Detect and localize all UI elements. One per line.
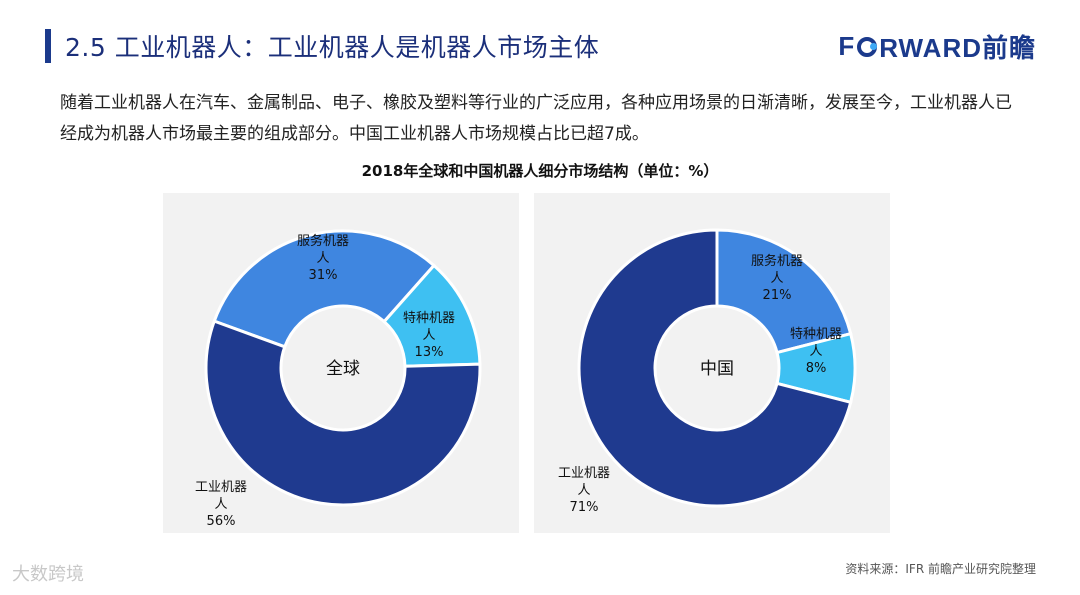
slice-label-special: 特种机器人 8%	[790, 327, 842, 376]
china-donut-chart: 服务机器人 21% 特种机器人 8% 工业机器人 71% 中国	[558, 228, 857, 515]
donut-slice-service	[715, 228, 853, 355]
chart-title: 2018年全球和中国机器人细分市场结构（单位：%）	[361, 162, 719, 180]
china-chart-panel: 服务机器人 21% 特种机器人 8% 工业机器人 71% 中国	[534, 193, 890, 533]
source-note: 资料来源：IFR 前瞻产业研究院整理	[845, 562, 1036, 576]
slice-label-service: 服务机器人 21%	[751, 253, 803, 303]
slice-label-industrial: 工业机器人 56%	[195, 480, 247, 529]
logo-o-icon	[857, 37, 878, 57]
slice-label-industrial: 工业机器人 71%	[558, 466, 610, 515]
global-donut-chart: 服务机器人 31% 特种机器人 13% 工业机器人 56% 全球	[195, 229, 482, 529]
page-title: 2.5 工业机器人：工业机器人是机器人市场主体	[65, 33, 600, 62]
donut-slice-industrial	[577, 228, 853, 508]
donut-slice-industrial	[204, 319, 482, 507]
donut-slice-service	[212, 229, 437, 349]
slice-label-special: 特种机器人 13%	[403, 311, 455, 360]
intro-paragraph: 随着工业机器人在汽车、金属制品、电子、橡胶及塑料等行业的广泛应用，各种应用场景的…	[60, 93, 1012, 144]
slice-label-service: 服务机器人 31%	[297, 233, 349, 283]
donut-center-label: 中国	[700, 359, 734, 379]
global-chart-panel: 服务机器人 31% 特种机器人 13% 工业机器人 56% 全球	[163, 193, 519, 533]
logo-text-post: RWARD前瞻	[879, 32, 1036, 63]
watermark: 大数跨境	[12, 564, 84, 585]
logo-text-pre: F	[838, 30, 856, 61]
forward-logo: F RWARD前瞻	[838, 30, 1036, 63]
page-header: 2.5 工业机器人：工业机器人是机器人市场主体	[45, 28, 599, 64]
title-accent-bar	[45, 29, 51, 63]
donut-center-label: 全球	[326, 359, 360, 379]
